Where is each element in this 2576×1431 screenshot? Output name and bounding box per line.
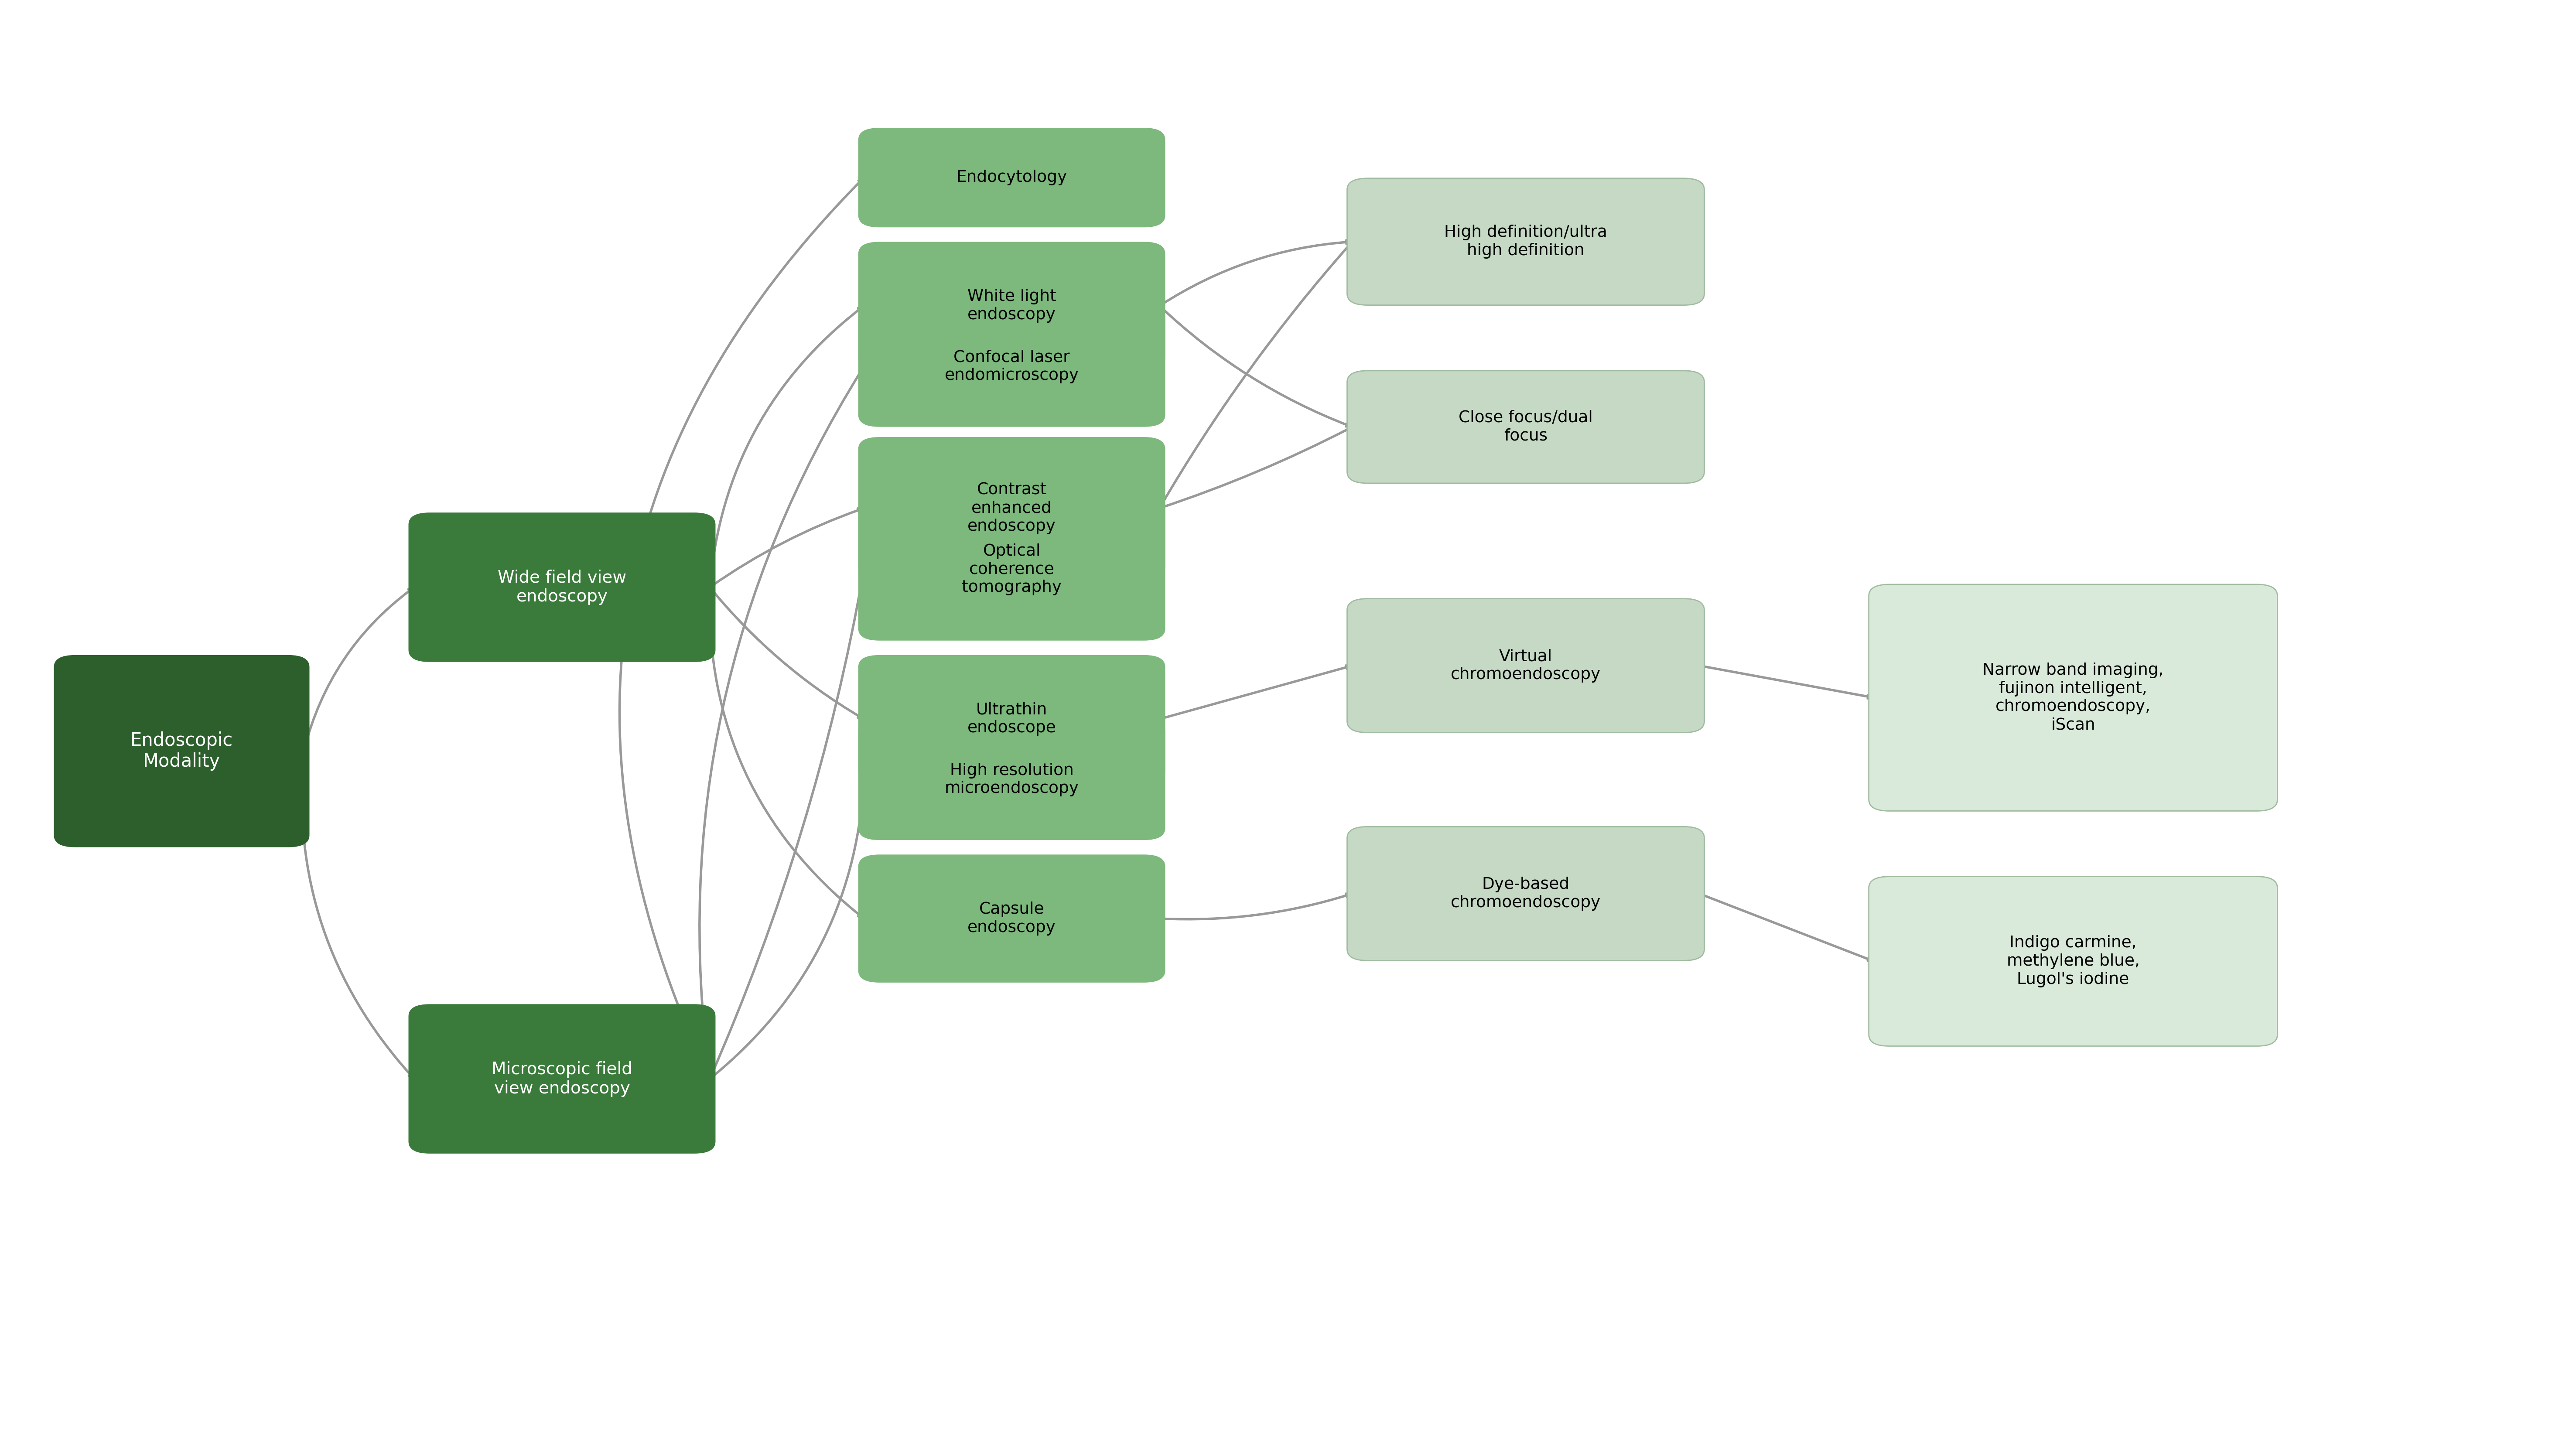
Text: Endocytology: Endocytology [956,170,1066,186]
FancyBboxPatch shape [410,514,716,661]
Text: White light
endoscopy: White light endoscopy [969,289,1056,323]
Text: Capsule
endoscopy: Capsule endoscopy [969,902,1056,936]
FancyBboxPatch shape [858,242,1164,369]
Text: Close focus/dual
focus: Close focus/dual focus [1458,411,1592,444]
Text: Optical
coherence
tomography: Optical coherence tomography [961,544,1061,595]
FancyBboxPatch shape [858,438,1164,578]
FancyBboxPatch shape [858,129,1164,226]
FancyBboxPatch shape [1347,827,1705,960]
Text: Contrast
enhanced
endoscopy: Contrast enhanced endoscopy [969,482,1056,534]
Text: Dye-based
chromoendoscopy: Dye-based chromoendoscopy [1450,877,1600,910]
FancyBboxPatch shape [858,499,1164,640]
FancyBboxPatch shape [1347,598,1705,733]
Text: Indigo carmine,
methylene blue,
Lugol's iodine: Indigo carmine, methylene blue, Lugol's … [2007,936,2141,987]
FancyBboxPatch shape [410,1005,716,1153]
Text: Wide field view
endoscopy: Wide field view endoscopy [497,570,626,605]
Text: High definition/ultra
high definition: High definition/ultra high definition [1445,225,1607,259]
Text: Narrow band imaging,
fujinon intelligent,
chromoendoscopy,
iScan: Narrow band imaging, fujinon intelligent… [1984,663,2164,733]
FancyBboxPatch shape [858,655,1164,783]
FancyBboxPatch shape [858,720,1164,840]
FancyBboxPatch shape [858,856,1164,982]
FancyBboxPatch shape [1868,584,2277,811]
Text: Confocal laser
endomicroscopy: Confocal laser endomicroscopy [945,349,1079,384]
Text: Virtual
chromoendoscopy: Virtual chromoendoscopy [1450,648,1600,683]
FancyBboxPatch shape [54,655,309,847]
FancyBboxPatch shape [858,306,1164,426]
Text: High resolution
microendoscopy: High resolution microendoscopy [945,763,1079,797]
FancyBboxPatch shape [1868,877,2277,1046]
Text: Ultrathin
endoscope: Ultrathin endoscope [969,703,1056,736]
FancyBboxPatch shape [1347,179,1705,305]
Text: Microscopic field
view endoscopy: Microscopic field view endoscopy [492,1060,631,1096]
FancyBboxPatch shape [1347,371,1705,484]
Text: Endoscopic
Modality: Endoscopic Modality [131,731,232,771]
